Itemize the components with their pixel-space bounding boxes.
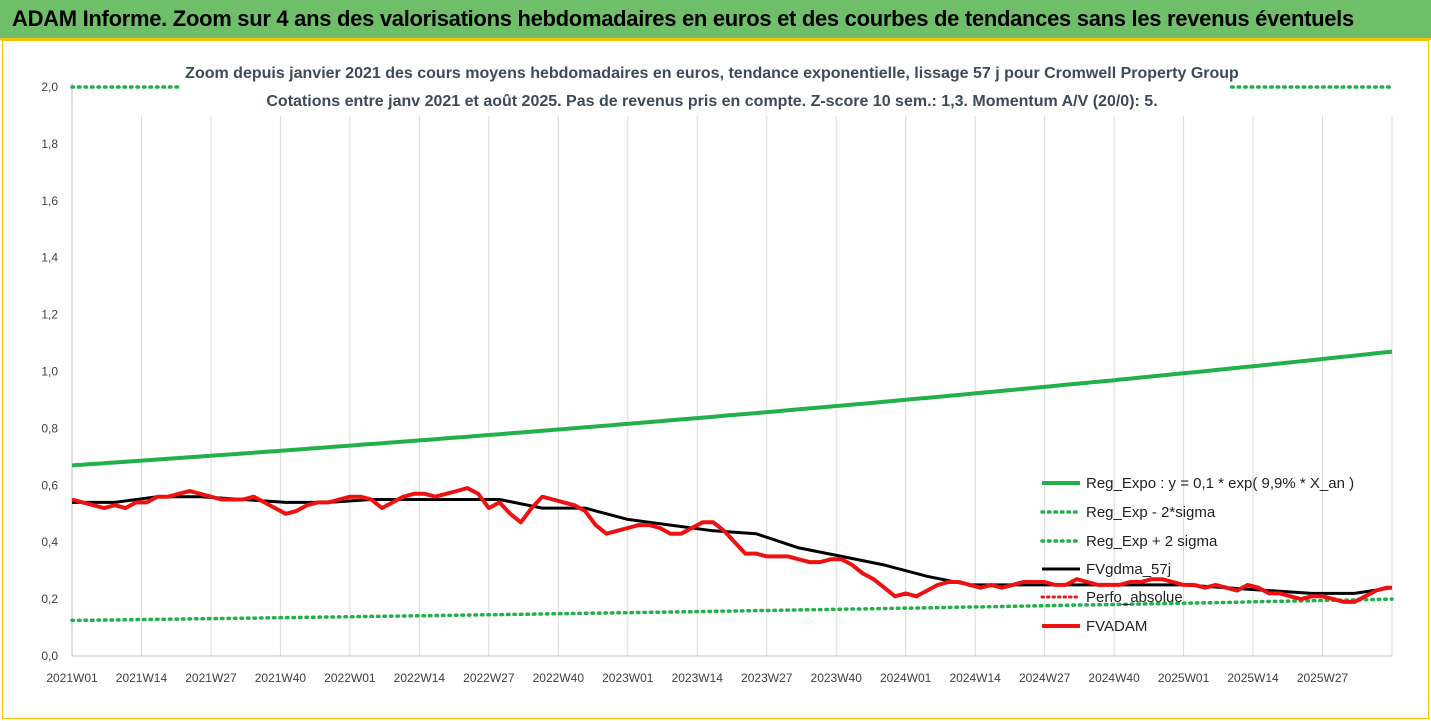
y-tick-label: 0,6	[41, 478, 58, 492]
y-tick-label: 0,4	[41, 535, 58, 549]
series-line-reg-expo	[71, 349, 1393, 468]
y-tick-label: 2,0	[41, 80, 58, 94]
x-tick-label: 2024W40	[1088, 671, 1140, 685]
x-tick-label: 2021W01	[46, 671, 98, 685]
y-tick-label: 1,0	[41, 365, 58, 379]
y-tick-label: 0,2	[41, 592, 58, 606]
x-tick-label: 2022W14	[394, 671, 446, 685]
legend-label: Reg_Expo : y = 0,1 * exp( 9,9% * X_an )	[1086, 475, 1354, 492]
chart-frame	[2, 40, 1429, 719]
x-tick-label: 2023W27	[741, 671, 793, 685]
x-tick-label: 2022W40	[533, 671, 585, 685]
y-tick-label: 0,0	[41, 649, 58, 663]
y-tick-label: 1,4	[41, 251, 58, 265]
legend-label: Perfo_absolue	[1086, 589, 1183, 606]
y-tick-label: 1,2	[41, 308, 58, 322]
x-tick-label: 2021W40	[255, 671, 307, 685]
report-banner: ADAM Informe. Zoom sur 4 ans des valoris…	[0, 0, 1431, 40]
legend-label: Reg_Exp + 2 sigma	[1086, 533, 1218, 550]
legend-label: FVADAM	[1086, 618, 1147, 635]
x-tick-label: 2024W27	[1019, 671, 1071, 685]
x-tick-label: 2024W01	[880, 671, 932, 685]
legend-label: FVgdma_57j	[1086, 561, 1171, 578]
x-tick-label: 2024W14	[949, 671, 1001, 685]
x-tick-label: 2025W01	[1158, 671, 1210, 685]
report-banner-title: ADAM Informe. Zoom sur 4 ans des valoris…	[12, 6, 1354, 31]
x-tick-label: 2025W27	[1297, 671, 1349, 685]
x-tick-label: 2022W01	[324, 671, 376, 685]
y-tick-label: 0,8	[41, 421, 58, 435]
series-line-fvadam	[71, 486, 1392, 604]
y-tick-label: 1,8	[41, 137, 58, 151]
x-tick-label: 2025W14	[1227, 671, 1279, 685]
series-line-reg-exp-minus-2sigma	[70, 597, 1394, 623]
x-tick-label: 2022W27	[463, 671, 515, 685]
x-tick-label: 2021W27	[185, 671, 237, 685]
x-tick-label: 2023W01	[602, 671, 654, 685]
chart-title: Zoom depuis janvier 2021 des cours moyen…	[185, 65, 1239, 82]
x-tick-label: 2023W40	[811, 671, 863, 685]
legend-label: Reg_Exp - 2*sigma	[1086, 504, 1216, 521]
y-tick-label: 1,6	[41, 194, 58, 208]
x-tick-label: 2023W14	[672, 671, 724, 685]
chart-subtitle: Cotations entre janv 2021 et août 2025. …	[266, 93, 1157, 110]
x-tick-label: 2021W14	[116, 671, 168, 685]
